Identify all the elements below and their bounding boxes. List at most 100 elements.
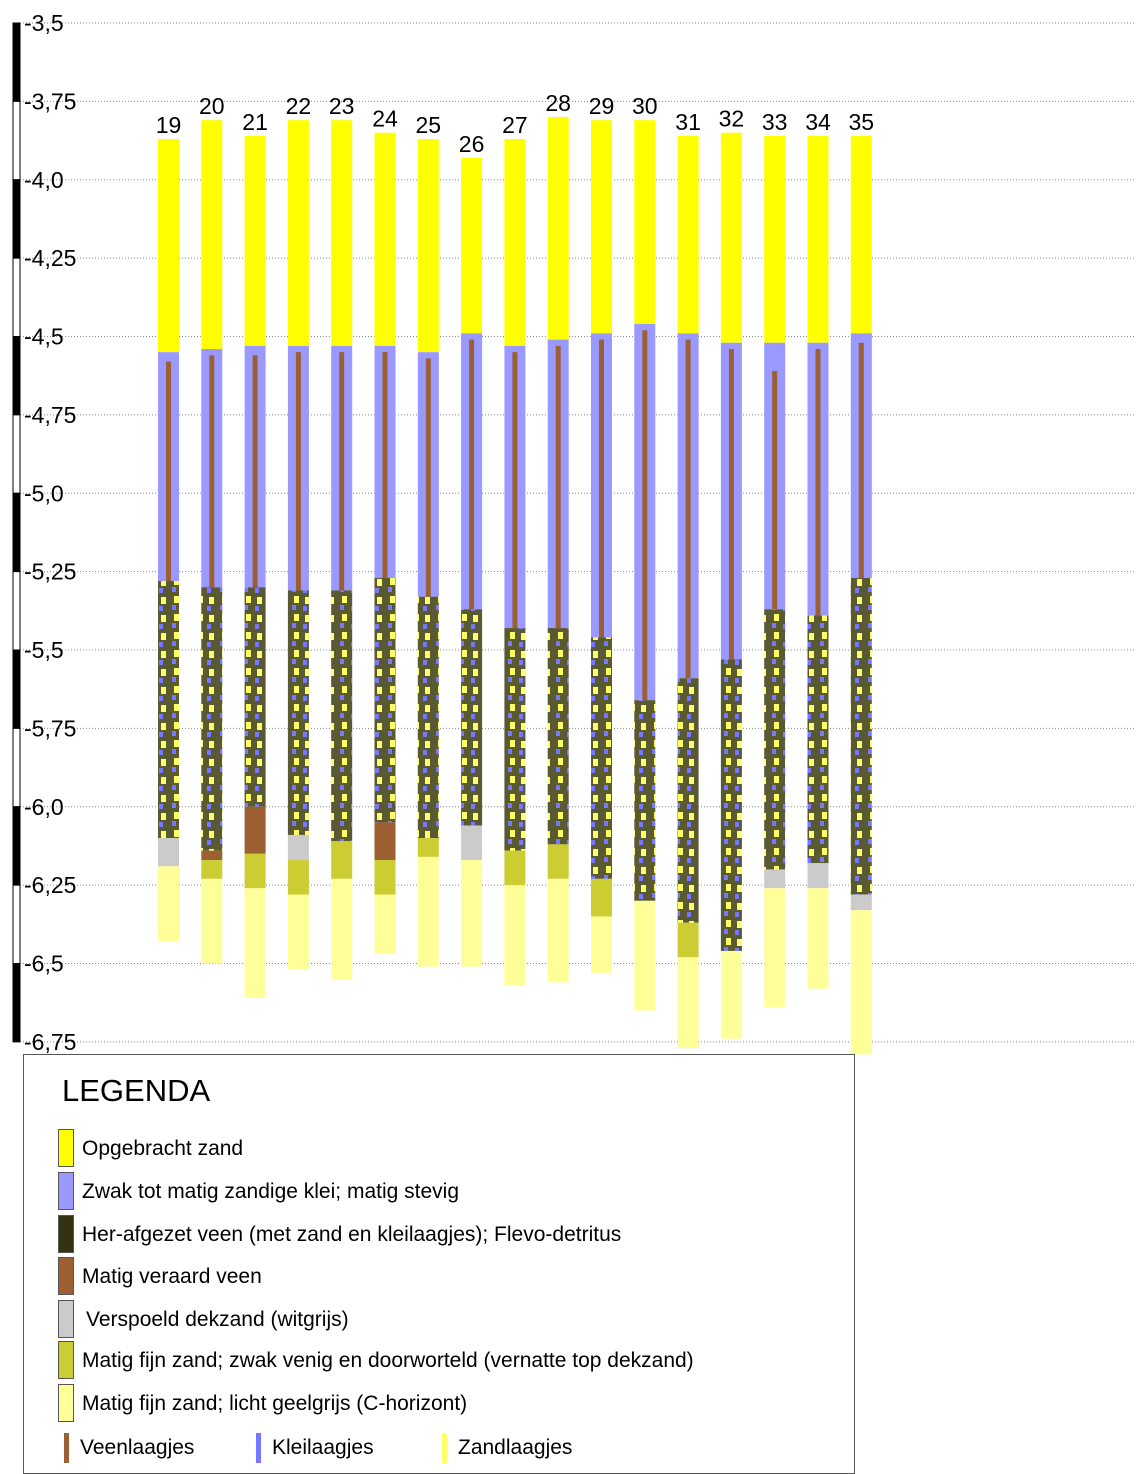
legend-label: Matig veraard veen bbox=[82, 1265, 262, 1288]
layer-her-afgezet-veen bbox=[720, 659, 742, 951]
borehole-label: 24 bbox=[372, 106, 398, 132]
legend-swatch-dekzand bbox=[58, 1300, 74, 1338]
layer-c-horizont bbox=[158, 866, 179, 942]
layer-venig-zand bbox=[677, 922, 699, 958]
layer-c-horizont bbox=[504, 885, 526, 986]
layer-opgebracht-zand bbox=[591, 120, 612, 334]
layer-her-afgezet-veen bbox=[461, 609, 483, 826]
depth-tick-label: -5,25 bbox=[24, 559, 76, 585]
boreholes: 19 20 21 22 23 24 25 26 27 28 29 30 31 32 33 34 35 bbox=[156, 90, 875, 1055]
layer-opgebracht-zand bbox=[158, 138, 179, 353]
layer-opgebracht-zand bbox=[764, 135, 786, 343]
layer-her-afgezet-veen bbox=[374, 577, 396, 823]
veenlaagje-line bbox=[252, 355, 258, 588]
borehole-24: 24 bbox=[372, 106, 398, 955]
layer-her-afgezet-veen bbox=[417, 596, 439, 839]
layer-opgebracht-zand bbox=[244, 135, 266, 346]
borehole-32: 32 bbox=[719, 106, 744, 1039]
layer-opgebracht-zand bbox=[331, 120, 353, 346]
borehole-label: 25 bbox=[416, 112, 442, 138]
layer-verspoeld-dekzand bbox=[850, 894, 872, 911]
scale-segment bbox=[12, 649, 21, 729]
depth-tick-label: -3,75 bbox=[24, 88, 76, 114]
borehole-label: 22 bbox=[286, 93, 312, 119]
veenlaagje-line bbox=[685, 339, 691, 679]
layer-opgebracht-zand bbox=[677, 135, 699, 334]
thin-bar-zand bbox=[442, 1433, 447, 1463]
borehole-profile-chart: -3,5 -3,75 -4,0 -4,25 -4,5 -4,75 -5,0 -5,25 -5,5… bbox=[12, 10, 1136, 1055]
thin-bar-veen bbox=[64, 1433, 69, 1463]
depth-gridlines bbox=[20, 22, 1136, 1043]
layer-c-horizont bbox=[244, 888, 266, 998]
layer-opgebracht-zand bbox=[547, 117, 569, 340]
layer-verspoeld-dekzand bbox=[807, 863, 829, 889]
legend-label: Her-afgezet veen (met zand en kleilaagje… bbox=[82, 1223, 622, 1246]
borehole-31: 31 bbox=[675, 109, 701, 1049]
layer-opgebracht-zand bbox=[634, 120, 656, 324]
layer-c-horizont bbox=[287, 894, 309, 970]
depth-tick-label: -5,75 bbox=[24, 715, 76, 741]
veenlaagje-line bbox=[555, 345, 561, 629]
borehole-label: 29 bbox=[589, 93, 615, 119]
layer-venig-zand bbox=[201, 860, 223, 879]
layer-c-horizont bbox=[677, 957, 699, 1049]
borehole-label: 27 bbox=[502, 112, 528, 138]
layer-opgebracht-zand bbox=[461, 157, 483, 334]
layer-her-afgezet-veen bbox=[244, 587, 266, 807]
depth-tick-label: -4,75 bbox=[24, 402, 76, 428]
layer-c-horizont bbox=[374, 894, 396, 955]
borehole-20: 20 bbox=[199, 93, 225, 964]
borehole-26: 26 bbox=[459, 131, 485, 967]
layer-c-horizont bbox=[331, 878, 353, 980]
layer-c-horizont bbox=[850, 910, 872, 1055]
depth-tick-label: -4,0 bbox=[24, 167, 64, 193]
layer-opgebracht-zand bbox=[807, 135, 829, 343]
borehole-label: 35 bbox=[849, 109, 875, 135]
layer-venig-zand bbox=[547, 844, 569, 879]
layer-opgebracht-zand bbox=[504, 138, 526, 346]
layer-c-horizont bbox=[764, 888, 786, 1008]
scale-segment bbox=[12, 571, 21, 651]
depth-tick-label: -6,0 bbox=[24, 794, 64, 820]
borehole-label: 33 bbox=[762, 109, 788, 135]
layer-venig-zand bbox=[244, 853, 266, 889]
layer-c-horizont bbox=[417, 856, 439, 967]
borehole-label: 34 bbox=[805, 109, 831, 135]
borehole-label: 19 bbox=[156, 112, 182, 138]
scale-segment bbox=[12, 884, 21, 964]
scale-segment bbox=[12, 727, 21, 808]
veenlaagje-line bbox=[382, 352, 388, 578]
legend-label: Matig fijn zand; zwak venig en doorworte… bbox=[82, 1349, 694, 1372]
borehole-label: 26 bbox=[459, 131, 485, 157]
thin-label: Veenlaagjes bbox=[80, 1436, 195, 1459]
borehole-27: 27 bbox=[502, 112, 528, 986]
borehole-label: 20 bbox=[199, 93, 225, 119]
veenlaagje-line bbox=[295, 352, 301, 591]
veenlaagje-line bbox=[512, 352, 518, 629]
veenlaagje-line bbox=[642, 330, 648, 701]
borehole-22: 22 bbox=[286, 93, 312, 970]
layer-c-horizont bbox=[807, 888, 829, 989]
layer-c-horizont bbox=[547, 878, 569, 983]
layer-venig-zand bbox=[331, 841, 353, 879]
layer-opgebracht-zand bbox=[201, 120, 223, 350]
layer-venig-zand bbox=[591, 878, 612, 917]
scale-segment bbox=[12, 22, 21, 102]
layer-opgebracht-zand bbox=[720, 132, 742, 343]
veenlaagje-line bbox=[166, 361, 171, 582]
borehole-21: 21 bbox=[242, 109, 268, 998]
depth-tick-label: -5,5 bbox=[24, 637, 64, 663]
borehole-23: 23 bbox=[329, 93, 354, 980]
layer-c-horizont bbox=[201, 878, 223, 964]
borehole-25: 25 bbox=[416, 112, 442, 967]
borehole-28: 28 bbox=[545, 90, 571, 983]
layer-her-afgezet-veen bbox=[547, 628, 569, 845]
veenlaagje-line bbox=[728, 349, 734, 660]
layer-verspoeld-dekzand bbox=[287, 834, 309, 861]
layer-venig-zand bbox=[417, 838, 439, 857]
layer-her-afgezet-veen bbox=[850, 577, 872, 895]
scale-segment bbox=[12, 100, 21, 181]
layer-c-horizont bbox=[461, 860, 483, 967]
layer-her-afgezet-veen bbox=[504, 628, 526, 851]
depth-tick-label: -4,25 bbox=[24, 245, 76, 271]
